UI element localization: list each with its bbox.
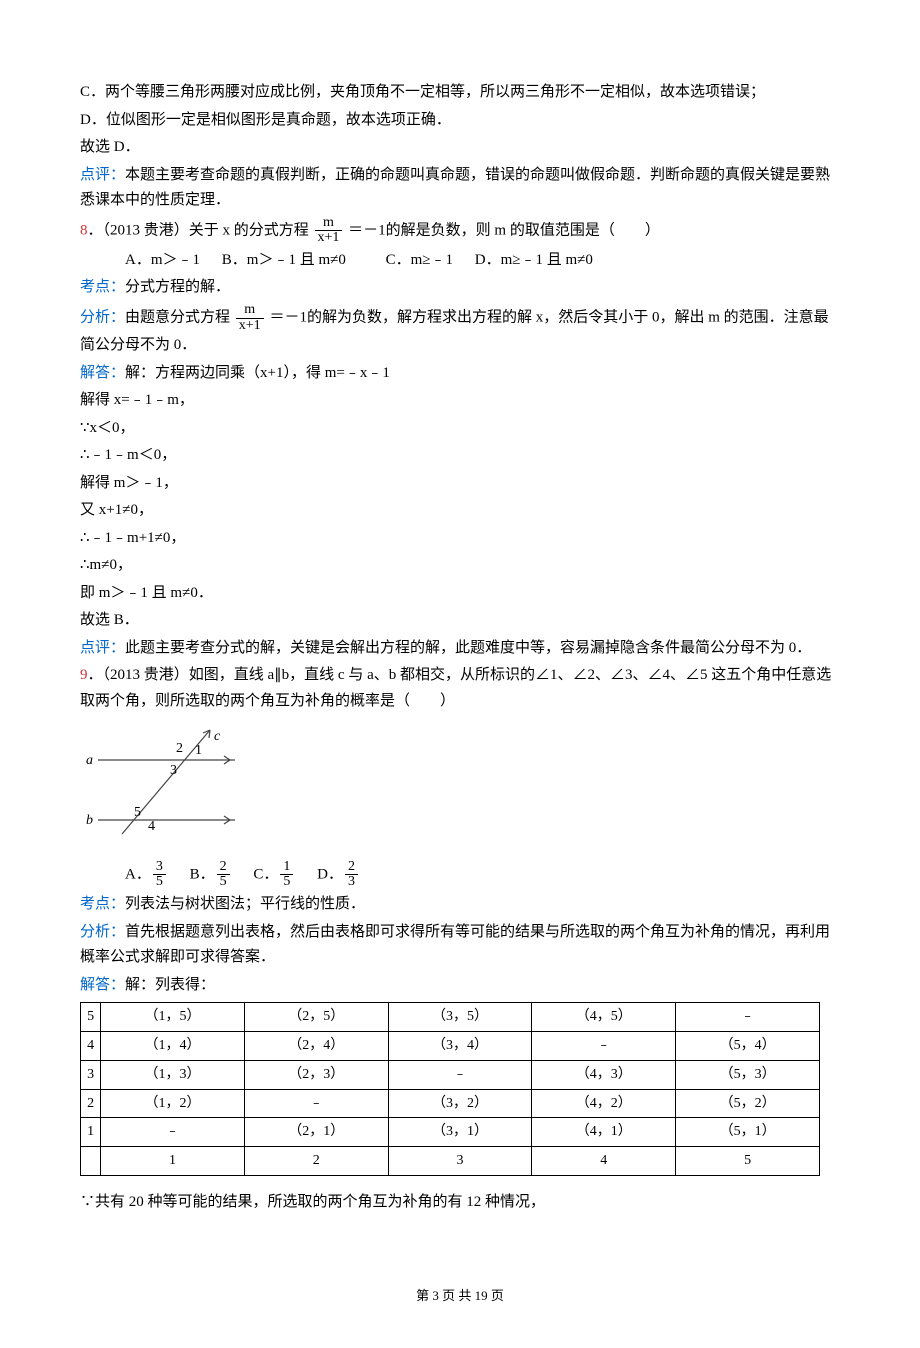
q8-fraction: mx+1	[315, 216, 343, 246]
q8-step-7: ∴m≠0，	[80, 553, 840, 579]
q9-opt-c-frac: 15	[280, 860, 293, 890]
q8-dianping-text: 此题主要考查分式的解，关键是会解出方程的解，此题难度中等，容易漏掉隐含条件最简公…	[125, 640, 811, 656]
frac-num: 1	[280, 860, 293, 876]
q8-jieda: 解答：解：方程两边同乘（x+1），得 m=﹣x﹣1	[80, 361, 840, 387]
q8-opt-b: B．m＞﹣1 且 m≠0	[222, 252, 346, 268]
svg-text:c: c	[214, 729, 221, 744]
q9-opt-d-label: D．	[317, 866, 343, 882]
q9-opt-a-frac: 35	[153, 860, 166, 890]
page-footer: 第 3 页 共 19 页	[80, 1285, 840, 1307]
kaodian-label: 考点：	[80, 896, 125, 912]
q9-fenxi: 分析：首先根据题意列出表格，然后由表格即可求得所有等可能的结果与所选取的两个角互…	[80, 920, 840, 971]
dianping-7: 点评：本题主要考查命题的真假判断，正确的命题叫真命题，错误的命题叫做假命题．判断…	[80, 163, 840, 214]
q8-opt-d: D．m≥﹣1 且 m≠0	[475, 252, 593, 268]
jieda-label: 解答：	[80, 365, 125, 381]
dianping-label: 点评：	[80, 167, 125, 183]
jieda-label: 解答：	[80, 977, 125, 993]
q8-step-8: 即 m＞﹣1 且 m≠0．	[80, 581, 840, 607]
q8-opt-a: A．m＞﹣1	[125, 252, 200, 268]
q8-kaodian-text: 分式方程的解．	[125, 279, 230, 295]
frac-den: x+1	[315, 231, 343, 246]
q9-opt-d-frac: 23	[345, 860, 358, 890]
option-c-text: C．两个等腰三角形两腰对应成比例，夹角顶角不一定相等，所以两三角形不一定相似，故…	[80, 80, 840, 106]
q8-step-4: 解得 m＞﹣1，	[80, 471, 840, 497]
option-d-text: D．位似图形一定是相似图形是真命题，故本选项正确．	[80, 108, 840, 134]
q8-text-2: ＝－1的解是负数，则 m 的取值范围是（ ）	[348, 222, 660, 238]
q9-opt-b-frac: 25	[217, 860, 230, 890]
q8-step-3: ∴﹣1﹣m＜0，	[80, 443, 840, 469]
frac-den: x+1	[236, 319, 264, 334]
q9-kaodian-text: 列表法与树状图法；平行线的性质．	[125, 896, 365, 912]
q8-fenxi-text1: 由题意分式方程	[125, 310, 230, 326]
diagram-svg: a b c12 3 45	[80, 722, 260, 842]
svg-text:3: 3	[170, 763, 177, 778]
frac-den: 5	[280, 875, 293, 890]
geometry-diagram: a b c12 3 45	[80, 722, 840, 852]
q9-text: ．（2013 贵港）如图，直线 a∥b，直线 c 与 a、b 都相交，从所标识的…	[80, 667, 831, 709]
frac-num: 2	[217, 860, 230, 876]
q8-step-9: 故选 B．	[80, 608, 840, 634]
svg-text:5: 5	[134, 805, 141, 820]
q9-kaodian: 考点：列表法与树状图法；平行线的性质．	[80, 892, 840, 918]
svg-text:b: b	[86, 813, 93, 828]
frac-num: 3	[153, 860, 166, 876]
document-page: C．两个等腰三角形两腰对应成比例，夹角顶角不一定相等，所以两三角形不一定相似，故…	[0, 0, 920, 1348]
q8-text-1: ．（2013 贵港）关于 x 的分式方程	[88, 222, 309, 238]
dianping-label: 点评：	[80, 640, 125, 656]
q8-number: 8	[80, 222, 88, 238]
q9-opt-a-label: A．	[125, 866, 151, 882]
question-9: 9．（2013 贵港）如图，直线 a∥b，直线 c 与 a、b 都相交，从所标识…	[80, 663, 840, 714]
q8-dianping: 点评：此题主要考查分式的解，关键是会解出方程的解，此题难度中等，容易漏掉隐含条件…	[80, 636, 840, 662]
q9-jieda: 解答：解：列表得：	[80, 973, 840, 999]
q8-step-6: ∴﹣1﹣m+1≠0，	[80, 526, 840, 552]
q9-fenxi-text: 首先根据题意列出表格，然后由表格即可求得所有等可能的结果与所选取的两个角互为补角…	[80, 924, 830, 966]
q9-number: 9	[80, 667, 88, 683]
frac-den: 3	[345, 875, 358, 890]
q8-jieda-text: 解：方程两边同乘（x+1），得 m=﹣x﹣1	[125, 365, 390, 381]
q8-options: A．m＞﹣1 B．m＞﹣1 且 m≠0 C．m≥﹣1 D．m≥﹣1 且 m≠0	[80, 248, 840, 274]
svg-text:2: 2	[176, 741, 183, 756]
q9-opt-c-label: C．	[253, 866, 278, 882]
svg-text:1: 1	[195, 743, 202, 758]
frac-num: 2	[345, 860, 358, 876]
q8-kaodian: 考点：分式方程的解．	[80, 275, 840, 301]
question-8: 8．（2013 贵港）关于 x 的分式方程 mx+1 ＝－1的解是负数，则 m …	[80, 216, 840, 246]
svg-text:a: a	[86, 753, 93, 768]
q9-options: A．35 B．25 C．15 D．23	[80, 860, 840, 890]
q9-jieda-text: 解：列表得：	[125, 977, 215, 993]
frac-den: 5	[153, 875, 166, 890]
q8-fenxi: 分析：由题意分式方程 mx+1 ＝－1的解为负数，解方程求出方程的解 x，然后令…	[80, 303, 840, 359]
answer-7: 故选 D．	[80, 135, 840, 161]
q8-step-5: 又 x+1≠0，	[80, 498, 840, 524]
q8-step-2: ∵x＜0，	[80, 416, 840, 442]
q8-opt-c: C．m≥﹣1	[386, 252, 453, 268]
dianping-7-text: 本题主要考查命题的真假判断，正确的命题叫真命题，错误的命题叫做假命题．判断命题的…	[80, 167, 830, 209]
frac-den: 5	[217, 875, 230, 890]
q8-step-1: 解得 x=﹣1﹣m，	[80, 388, 840, 414]
probability-table: 5（1，5）（2，5）（3，5）（4，5）﹣4（1，4）（2，4）（3，4）﹣（…	[80, 1002, 820, 1176]
frac-num: m	[236, 303, 264, 319]
q8-fraction-2: mx+1	[236, 303, 264, 333]
frac-num: m	[315, 216, 343, 232]
q9-opt-b-label: B．	[190, 866, 215, 882]
fenxi-label: 分析：	[80, 924, 125, 940]
fenxi-label: 分析：	[80, 310, 125, 326]
svg-text:4: 4	[148, 819, 155, 834]
q9-conclusion: ∵共有 20 种等可能的结果，所选取的两个角互为补角的有 12 种情况，	[80, 1190, 840, 1216]
kaodian-label: 考点：	[80, 279, 125, 295]
